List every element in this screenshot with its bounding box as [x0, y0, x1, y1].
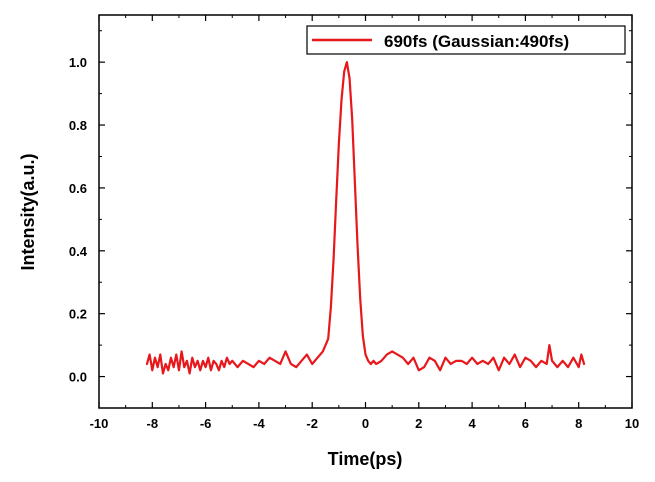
x-tick-label: -6 [200, 416, 212, 431]
tick-labels: -10 -8 -6 -4 -2 0 2 4 6 8 10 0.0 0.2 0.4 0.6 0.8 1.0 [69, 55, 639, 431]
y-tick-label: 1.0 [69, 55, 87, 70]
x-tick-label: -10 [90, 416, 109, 431]
y-tick-label: 0.0 [69, 370, 87, 385]
plot-area [145, 61, 586, 375]
x-tick-label: 4 [468, 416, 476, 431]
y-axis-title: Intensity(a.u.) [18, 153, 38, 270]
y-tick-label: 0.2 [69, 307, 87, 322]
y-tick-label: 0.8 [69, 118, 87, 133]
y-tick-label: 0.6 [69, 181, 87, 196]
legend-label: 690fs (Gaussian:490fs) [384, 32, 569, 51]
axis-ticks [98, 15, 633, 409]
x-tick-label: 6 [522, 416, 529, 431]
series-line-0 [145, 61, 586, 375]
x-tick-label: 2 [415, 416, 422, 431]
x-tick-label: 8 [575, 416, 582, 431]
x-tick-label: -8 [147, 416, 159, 431]
x-tick-label: 10 [625, 416, 639, 431]
x-axis-title: Time(ps) [328, 449, 403, 469]
x-tick-label: -2 [306, 416, 318, 431]
y-tick-label: 0.4 [69, 244, 88, 259]
x-tick-label: -4 [253, 416, 265, 431]
legend: 690fs (Gaussian:490fs) [306, 25, 626, 55]
x-tick-label: 0 [362, 416, 369, 431]
